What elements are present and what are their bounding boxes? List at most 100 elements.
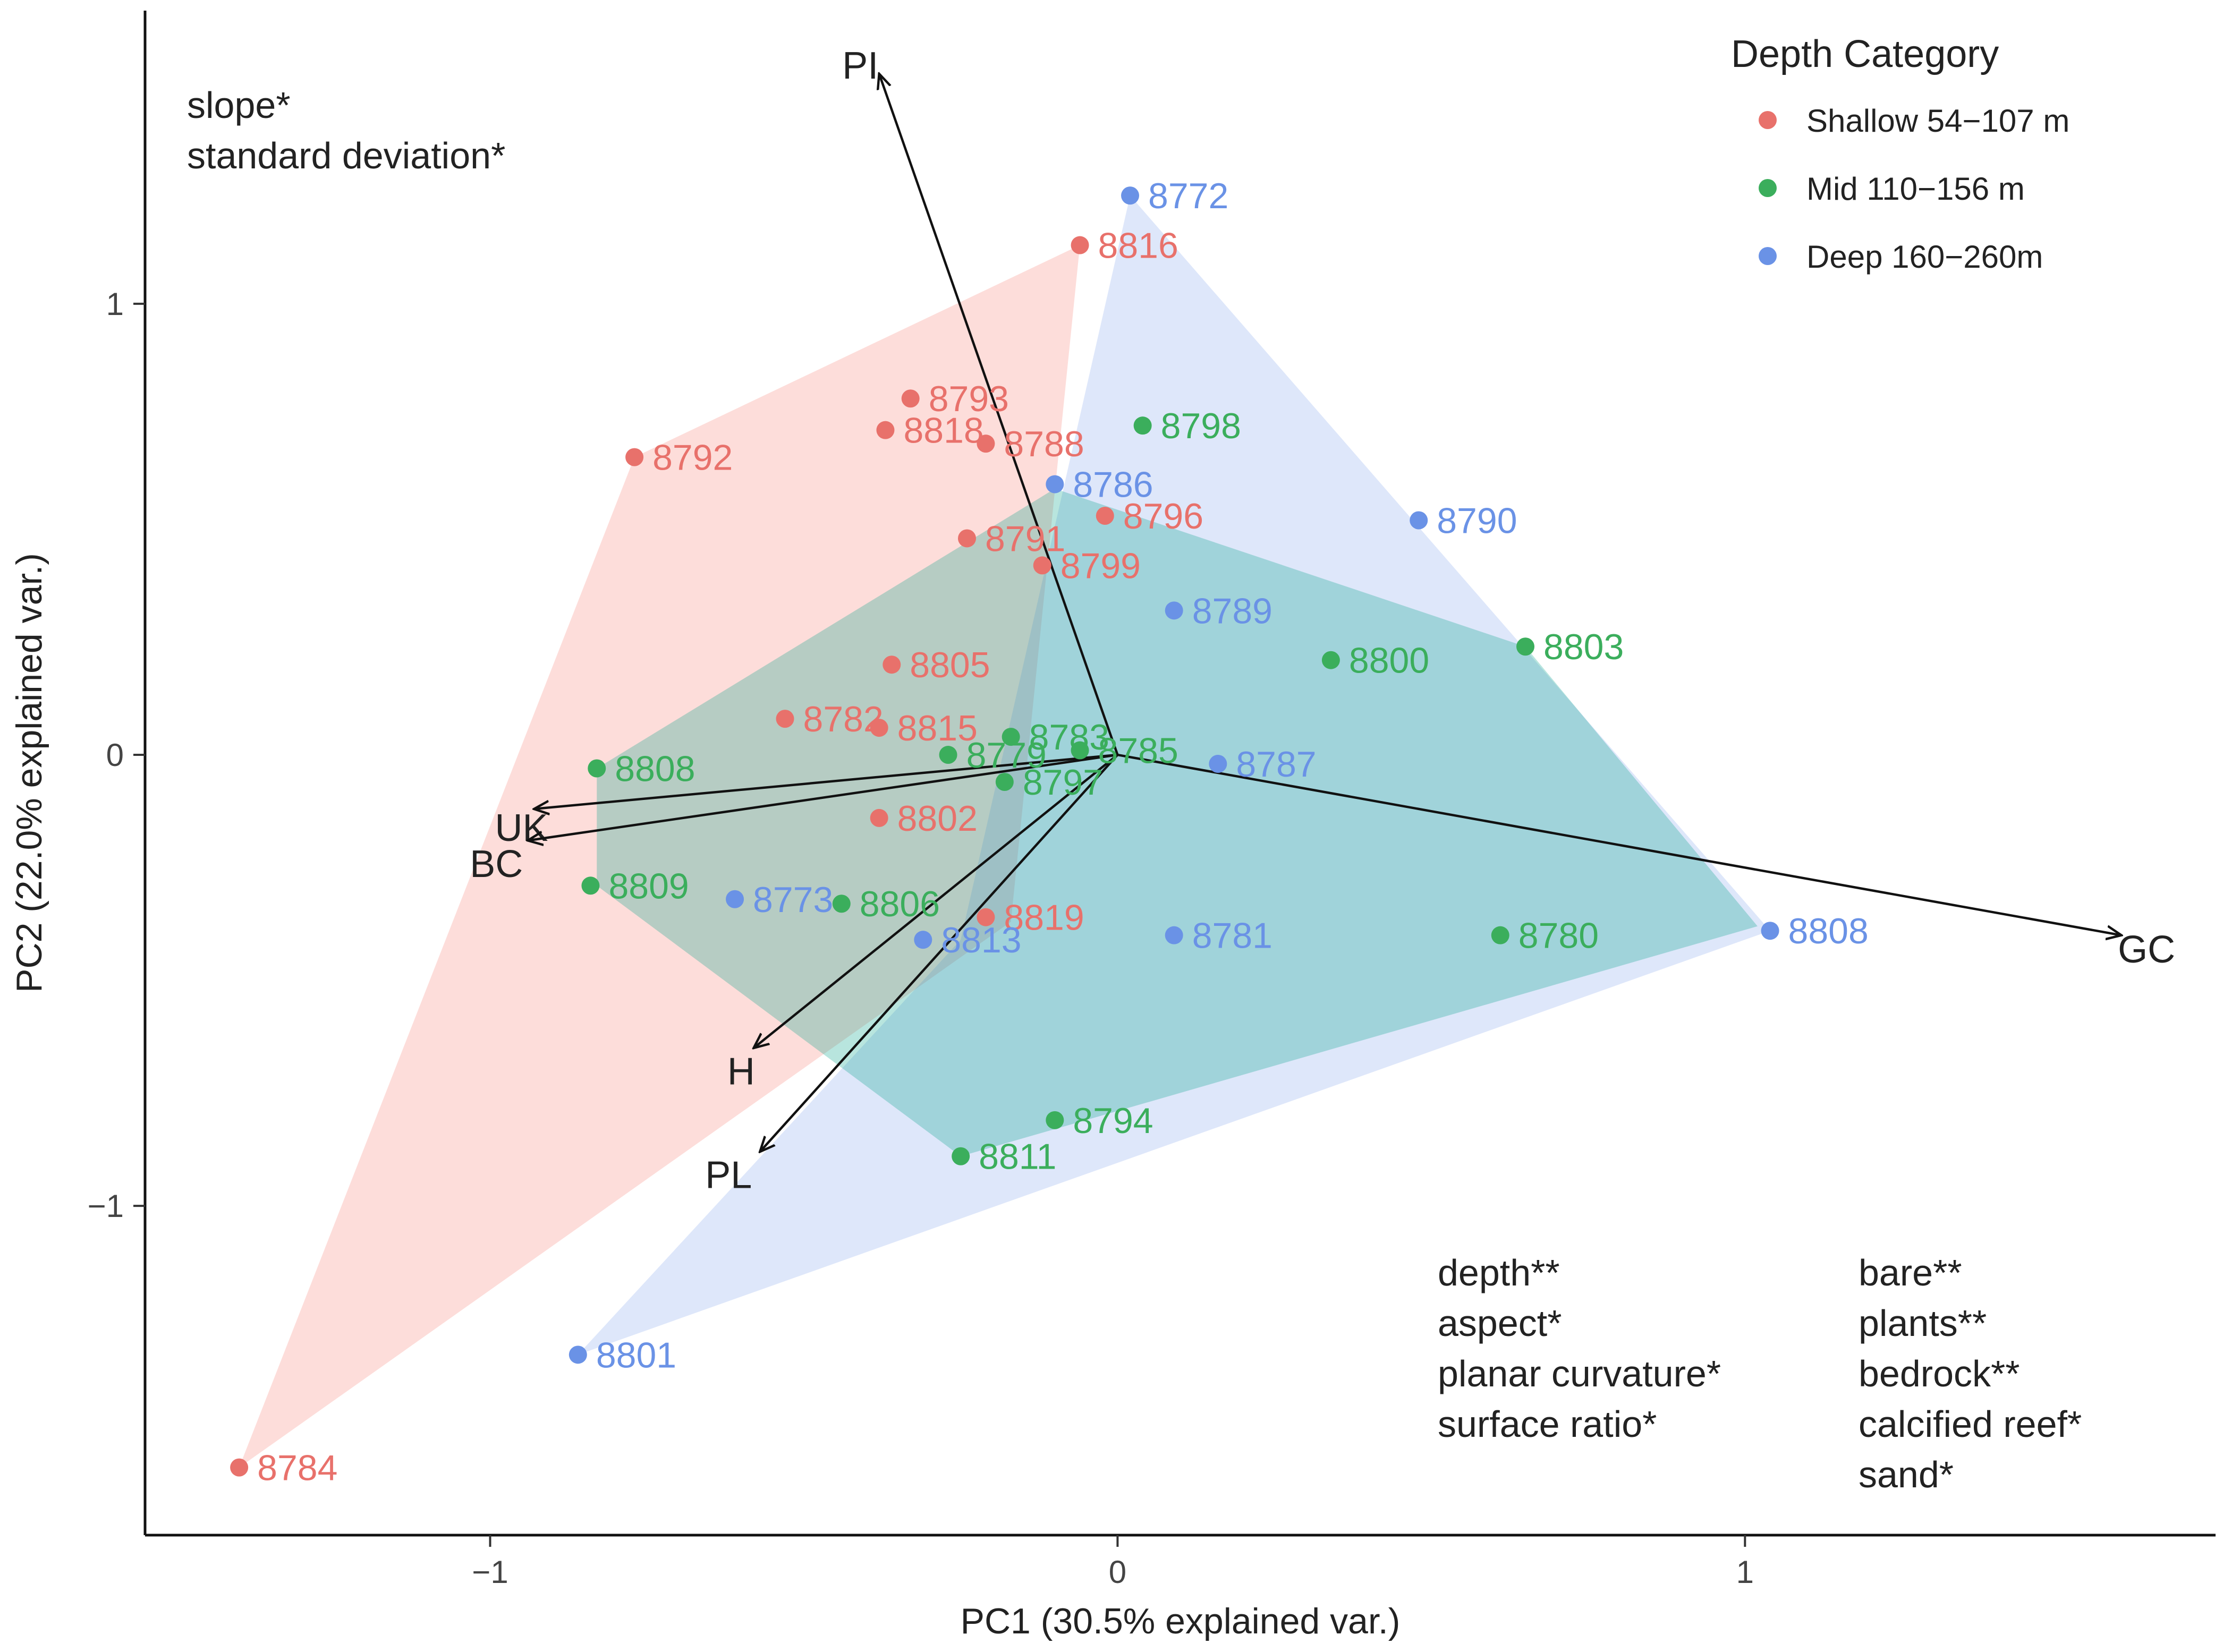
score-point	[230, 1458, 249, 1477]
hull-shallow	[239, 245, 1080, 1468]
y-axis-ticks: −1 0 1	[88, 286, 145, 1224]
score-point	[901, 389, 920, 408]
loading-label-bc: BC	[470, 843, 523, 885]
score-point-label: 8809	[608, 866, 689, 906]
score-point-label: 8788	[1004, 424, 1084, 464]
loading-label-h: H	[727, 1050, 755, 1093]
annotations: slope* standard deviation* depth** aspect* p…	[187, 84, 2082, 1495]
x-tick-label: −1	[472, 1554, 508, 1590]
group-hulls	[239, 195, 1770, 1468]
score-point-label: 8803	[1543, 627, 1624, 667]
score-point-label: 8806	[860, 884, 940, 924]
annotation-line: planar curvature*	[1438, 1353, 1721, 1394]
loading-arrow-h	[753, 754, 1118, 1048]
score-point-label: 8818	[903, 411, 983, 451]
y-tick-label: 1	[106, 286, 124, 322]
score-point-label: 8819	[1004, 898, 1084, 938]
legend-label: Shallow 54−107 m	[1806, 103, 2069, 139]
annotation-line: plants**	[1859, 1302, 1987, 1344]
score-point-label: 8789	[1192, 591, 1272, 631]
score-point-label: 8782	[803, 699, 884, 739]
score-point	[1002, 728, 1020, 746]
loading-arrow-pi	[879, 74, 1119, 755]
legend-swatch	[1759, 111, 1777, 129]
score-point	[1410, 511, 1428, 530]
score-point	[1046, 1111, 1064, 1129]
score-point	[1033, 556, 1051, 575]
score-point	[588, 759, 606, 778]
annotation-line: aspect*	[1438, 1302, 1562, 1344]
legend-swatch	[1759, 247, 1777, 265]
score-point	[883, 655, 901, 674]
score-point-label: 8808	[615, 749, 695, 789]
score-point-label: 8787	[1236, 744, 1316, 785]
score-point-label: 8816	[1098, 226, 1178, 266]
annotation-line: calcified reef*	[1859, 1403, 2082, 1445]
annotation-line: slope*	[187, 84, 291, 126]
annotation-line: bedrock**	[1859, 1353, 2020, 1394]
score-point	[1491, 926, 1509, 944]
score-point	[1071, 741, 1089, 760]
score-point-label: 8797	[1023, 762, 1103, 803]
score-point-label: 8779	[966, 735, 1047, 776]
score-point-label: 8796	[1123, 496, 1203, 537]
loading-label-pl: PL	[705, 1154, 752, 1197]
score-point-label: 8790	[1437, 500, 1517, 541]
score-point-label: 8793	[929, 379, 1009, 419]
annotation-line: sand*	[1859, 1454, 1954, 1495]
legend-entries: Shallow 54−107 m Mid 110−156 m Deep 160−26…	[1759, 103, 2069, 275]
loading-arrow-bc	[528, 753, 1118, 840]
score-point-label: 8772	[1148, 176, 1228, 216]
score-point	[569, 1346, 587, 1364]
score-point	[1516, 637, 1534, 656]
score-point	[625, 448, 644, 466]
score-point	[1321, 651, 1340, 669]
score-point	[995, 772, 1014, 791]
score-point	[957, 529, 976, 548]
legend-title: Depth Category	[1731, 33, 1999, 75]
loading-label-pi: PI	[842, 45, 878, 87]
legend-swatch	[1759, 179, 1777, 197]
x-tick-label: 0	[1109, 1554, 1126, 1590]
x-axis-label: PC1 (30.5% explained var.)	[961, 1601, 1401, 1641]
score-point-label: 8800	[1349, 641, 1429, 681]
loading-arrow-pl	[760, 754, 1119, 1152]
score-point	[832, 895, 851, 913]
score-point	[1761, 922, 1779, 940]
score-point	[1165, 601, 1183, 620]
score-point	[1165, 926, 1183, 944]
score-point	[977, 908, 995, 926]
score-point-label: 8815	[897, 708, 978, 748]
y-tick-label: −1	[88, 1188, 124, 1224]
score-point	[726, 890, 744, 908]
score-point-label: 8786	[1073, 465, 1153, 505]
legend-label: Deep 160−260m	[1806, 239, 2043, 275]
score-point-label: 8792	[652, 438, 733, 478]
score-point	[1121, 186, 1140, 205]
score-point-label: 8799	[1060, 546, 1141, 586]
score-point	[876, 421, 895, 439]
score-point-label: 8785	[1098, 731, 1178, 771]
score-point	[914, 931, 932, 949]
x-axis-ticks: −1 0 1	[472, 1535, 1754, 1590]
score-point	[870, 719, 888, 737]
score-point-label: 8780	[1518, 916, 1599, 956]
annotation-line: surface ratio*	[1438, 1403, 1657, 1445]
score-point	[581, 876, 600, 895]
score-point-label: 8802	[897, 798, 978, 839]
legend-label: Mid 110−156 m	[1806, 171, 2025, 207]
score-point-label: 8811	[979, 1137, 1056, 1177]
score-point-label: 8773	[753, 880, 833, 920]
score-point	[1096, 507, 1114, 525]
score-point	[870, 808, 888, 827]
hull-deep	[578, 195, 1770, 1355]
hull-mid	[597, 489, 1758, 1156]
score-point-label: 8783	[1029, 717, 1109, 757]
score-point	[1209, 755, 1227, 773]
score-point-label: 8805	[910, 645, 990, 685]
score-point	[952, 1147, 970, 1165]
plot-axes: −1 0 1 −1 0 1 PC1 (30.5% explained var.) PC2…	[9, 11, 2216, 1641]
